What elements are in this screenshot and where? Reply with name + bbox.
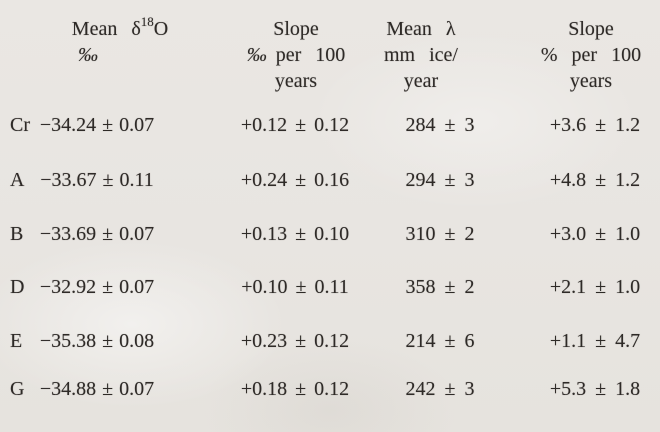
header-slope-permil-rest: per 100 (275, 44, 346, 66)
slope-pct-value: +5.3 ± 1.8 (549, 378, 641, 400)
mean-d18o-value: −32.92 ± 0.07 (39, 276, 155, 298)
header-mean-lambda: Mean λ mm ice/ year (364, 16, 478, 94)
slope-permil-value: +0.18 ± 0.12 (240, 378, 350, 400)
row-label: Cr (10, 114, 30, 136)
mean-lambda-value: 294 ± 3 (405, 169, 475, 191)
slope-permil-value: +0.13 ± 0.10 (240, 223, 350, 245)
mean-d18o-value: −34.24 ± 0.07 (39, 114, 155, 136)
header-slope-permil-unit: ‰ (246, 44, 267, 66)
table-row-b: B −33.69 ± 0.07 +0.13 ± 0.10 310 ± 2 +3.… (0, 222, 660, 246)
header-mean-d18o: Mean δ18O ‰ (30, 15, 190, 68)
header-slope-permil-line2: ‰ per 100 (228, 42, 364, 68)
header-d18o-superscript: 18 (140, 14, 154, 30)
table-row-cr: Cr −34.24 ± 0.07 +0.12 ± 0.12 284 ± 3 +3… (0, 113, 660, 137)
header-slope-pct-line3: years (569, 70, 613, 92)
header-mean-d18o-post: O (153, 18, 169, 40)
table-row-a: A −33.67 ± 0.11 +0.24 ± 0.16 294 ± 3 +4.… (0, 168, 660, 192)
row-label: G (10, 378, 25, 400)
mean-d18o-value: −33.67 ± 0.11 (40, 169, 154, 191)
header-slope-pct: Slope % per 100 years (523, 16, 659, 94)
mean-lambda-value: 242 ± 3 (405, 378, 475, 400)
slope-permil-value: +0.10 ± 0.11 (241, 276, 349, 298)
slope-permil-value: +0.23 ± 0.12 (240, 330, 350, 352)
row-label: B (10, 223, 24, 245)
slope-pct-value: +3.0 ± 1.0 (549, 223, 641, 245)
slope-pct-value: +3.6 ± 1.2 (549, 114, 641, 136)
mean-lambda-value: 358 ± 2 (405, 276, 475, 298)
header-mean-lambda-line1: Mean λ (386, 18, 456, 40)
header-slope-pct-line1: Slope (568, 18, 614, 40)
mean-d18o-value: −33.69 ± 0.07 (39, 223, 155, 245)
header-mean-d18o-pre: Mean δ (71, 18, 141, 40)
header-slope-permil-line3: years (274, 70, 318, 92)
header-slope-permil-line1: Slope (273, 18, 319, 40)
slope-permil-value: +0.24 ± 0.16 (240, 169, 350, 191)
row-label: A (10, 169, 25, 191)
mean-d18o-value: −34.88 ± 0.07 (39, 378, 155, 400)
header-mean-d18o-line1: Mean δ18O (40, 14, 200, 42)
row-label: E (10, 330, 23, 352)
header-slope-pct-line2: % per 100 (540, 44, 642, 66)
mean-lambda-value: 284 ± 3 (405, 114, 475, 136)
header-mean-d18o-unit: ‰ (78, 44, 98, 66)
table-row-d: D −32.92 ± 0.07 +0.10 ± 0.11 358 ± 2 +2.… (0, 275, 660, 299)
table-row-g: G −34.88 ± 0.07 +0.18 ± 0.12 242 ± 3 +5.… (0, 377, 660, 401)
header-slope-permil: Slope ‰ per 100 years (228, 16, 364, 94)
slope-pct-value: +4.8 ± 1.2 (549, 169, 641, 191)
slope-pct-value: +2.1 ± 1.0 (549, 276, 641, 298)
mean-d18o-value: −35.38 ± 0.08 (39, 330, 155, 352)
row-label: D (10, 276, 25, 298)
header-mean-lambda-line3: year (403, 70, 439, 92)
mean-lambda-value: 310 ± 2 (405, 223, 475, 245)
slope-pct-value: +1.1 ± 4.7 (549, 330, 641, 352)
slope-permil-value: +0.12 ± 0.12 (240, 114, 350, 136)
header-mean-lambda-line2: mm ice/ (384, 44, 458, 66)
table-row-e: E −35.38 ± 0.08 +0.23 ± 0.12 214 ± 6 +1.… (0, 329, 660, 353)
mean-lambda-value: 214 ± 6 (405, 330, 475, 352)
